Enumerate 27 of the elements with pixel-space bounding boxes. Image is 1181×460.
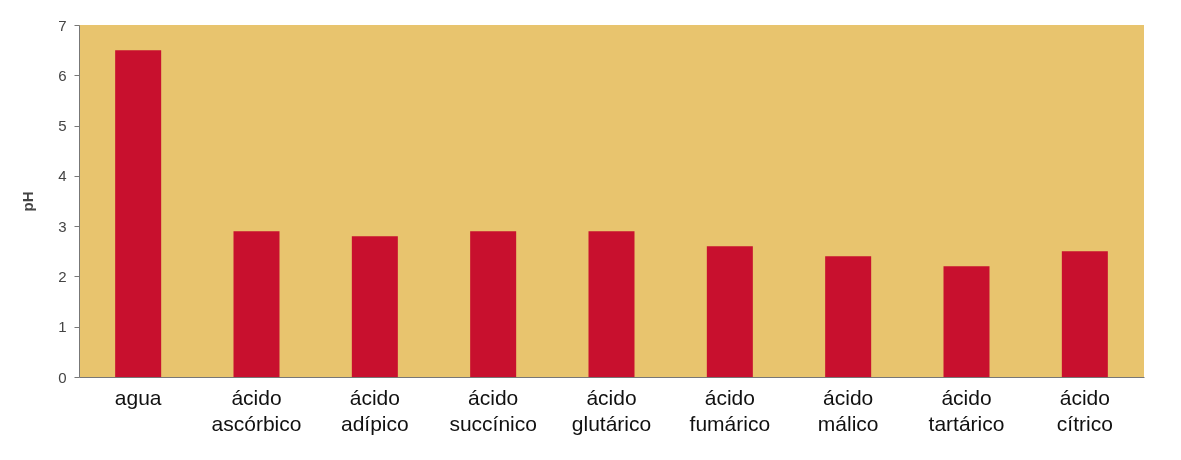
x-tick-label: ácido málico xyxy=(817,385,879,435)
x-tick-label: ácido adípico xyxy=(340,385,409,435)
y-tick-label: 3 xyxy=(58,217,67,235)
x-tick-label: ácido ascórbico xyxy=(211,385,302,435)
x-tick-label: ácido fumárico xyxy=(689,385,771,435)
y-axis-title: pH xyxy=(19,191,37,212)
y-tick-label: 4 xyxy=(58,167,67,185)
y-tick-label: 1 xyxy=(58,318,67,336)
x-tick-label: ácido glutárico xyxy=(571,385,652,435)
bar xyxy=(233,231,280,377)
y-tick-label: 5 xyxy=(58,117,67,135)
bar xyxy=(351,236,398,377)
y-tick-label: 2 xyxy=(58,267,67,285)
x-tick-label: agua xyxy=(114,385,162,409)
bar xyxy=(588,231,635,377)
x-tick-label: ácido succínico xyxy=(449,385,537,435)
bar xyxy=(825,256,872,377)
y-tick-label: 7 xyxy=(58,16,67,34)
x-tick-label: ácido cítrico xyxy=(1056,385,1113,435)
x-tick-label: ácido tartárico xyxy=(928,385,1005,435)
bar xyxy=(115,50,162,377)
bar xyxy=(943,266,990,377)
y-tick-label: 6 xyxy=(58,66,67,84)
bar xyxy=(470,231,517,377)
y-tick-label: 0 xyxy=(58,368,67,386)
bar xyxy=(706,246,753,377)
bar xyxy=(1061,251,1108,377)
